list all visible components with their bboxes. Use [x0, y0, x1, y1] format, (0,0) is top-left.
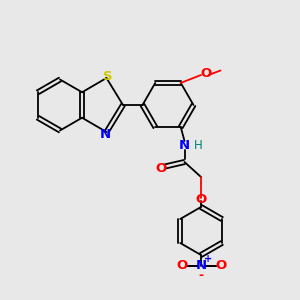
Text: O: O [215, 259, 226, 272]
Text: O: O [200, 67, 211, 80]
Text: O: O [195, 193, 207, 206]
Text: N: N [99, 128, 111, 142]
Text: O: O [155, 161, 166, 175]
Text: O: O [176, 259, 187, 272]
Text: -: - [198, 268, 204, 282]
Text: +: + [203, 254, 212, 264]
Text: S: S [103, 70, 113, 83]
Text: N: N [195, 259, 207, 272]
Text: N: N [179, 139, 190, 152]
Text: H: H [194, 139, 202, 152]
